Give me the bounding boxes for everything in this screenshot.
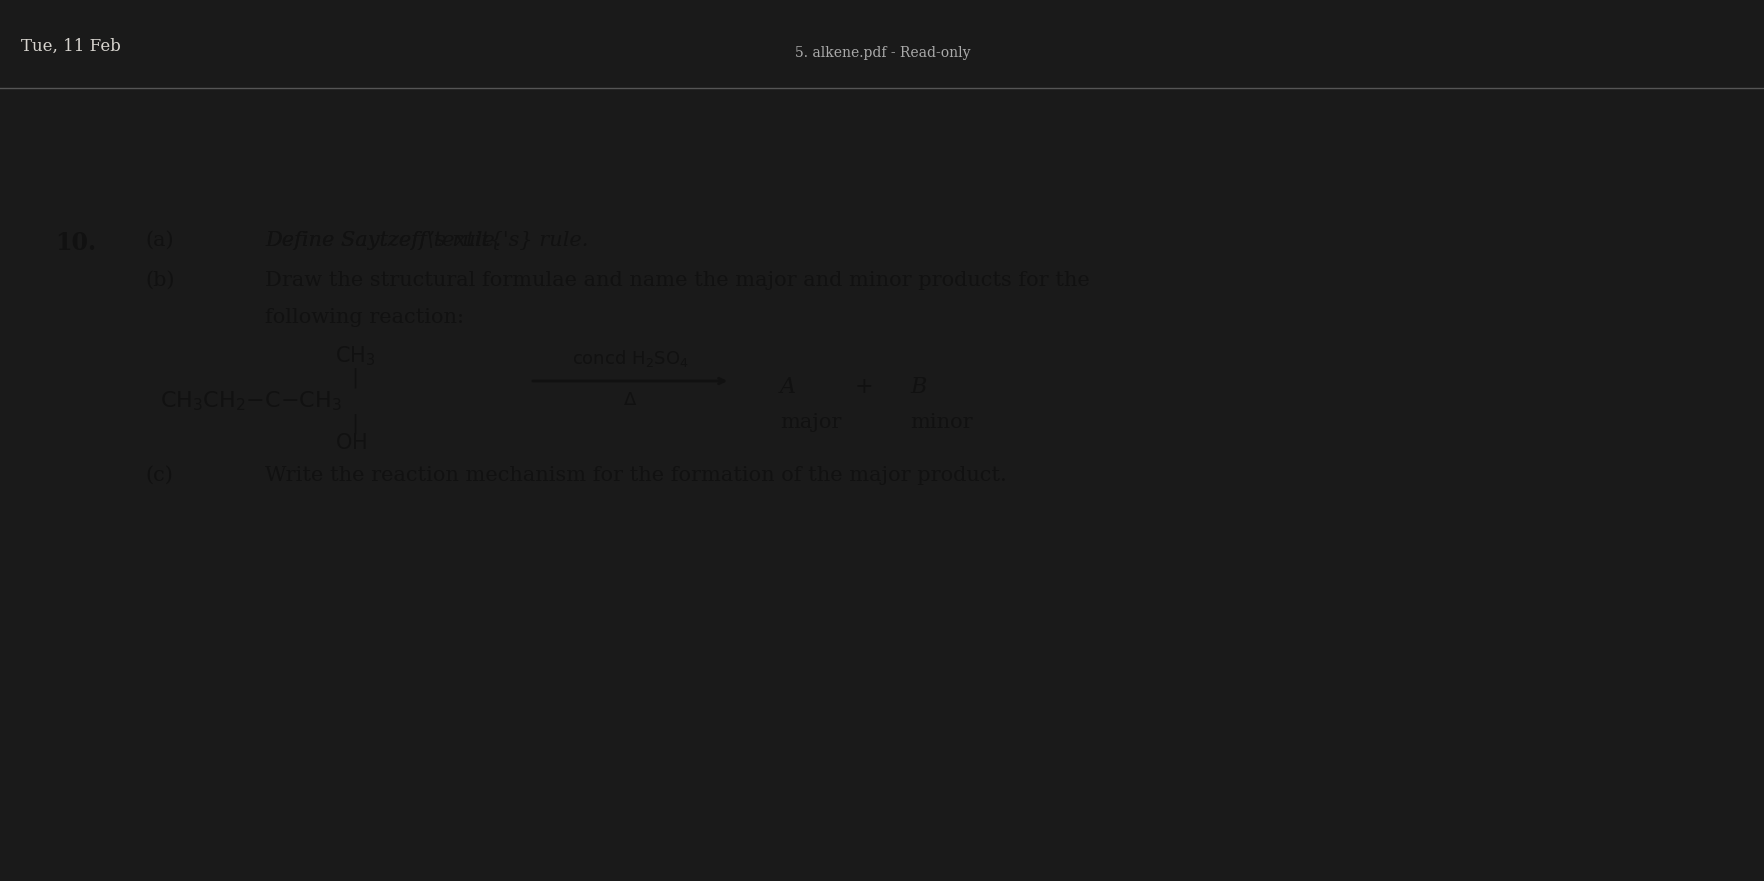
Text: $\mathrm{CH_3CH_2{-}C{-}CH_3}$: $\mathrm{CH_3CH_2{-}C{-}CH_3}$ bbox=[161, 389, 342, 412]
Text: (a): (a) bbox=[145, 231, 173, 250]
Text: Tue, 11 Feb: Tue, 11 Feb bbox=[21, 38, 122, 55]
Text: minor: minor bbox=[910, 413, 972, 432]
Text: B: B bbox=[910, 376, 926, 398]
Text: $\mathrm{concd\ H_2SO_4}$: $\mathrm{concd\ H_2SO_4}$ bbox=[572, 348, 688, 369]
Text: $\Delta$: $\Delta$ bbox=[623, 391, 637, 409]
Text: 10.: 10. bbox=[55, 231, 95, 255]
Text: (c): (c) bbox=[145, 466, 173, 485]
Text: (b): (b) bbox=[145, 271, 175, 290]
Text: Define Saytzeff’s rule.: Define Saytzeff’s rule. bbox=[265, 231, 501, 250]
Text: +: + bbox=[854, 376, 873, 398]
Text: 5. alkene.pdf - Read-only: 5. alkene.pdf - Read-only bbox=[794, 46, 970, 60]
Text: |: | bbox=[351, 413, 358, 433]
Text: Write the reaction mechanism for the formation of the major product.: Write the reaction mechanism for the for… bbox=[265, 466, 1005, 485]
Text: following reaction:: following reaction: bbox=[265, 308, 464, 327]
Text: Draw the structural formulae and name the major and minor products for the: Draw the structural formulae and name th… bbox=[265, 271, 1088, 290]
Text: Define Saytzeff\textit{'s} rule.: Define Saytzeff\textit{'s} rule. bbox=[265, 231, 587, 250]
Text: major: major bbox=[780, 413, 841, 432]
Text: $\mathrm{OH}$: $\mathrm{OH}$ bbox=[335, 433, 367, 453]
Text: $\mathrm{CH_3}$: $\mathrm{CH_3}$ bbox=[335, 344, 376, 367]
Text: |: | bbox=[351, 368, 358, 389]
Text: A: A bbox=[780, 376, 796, 398]
